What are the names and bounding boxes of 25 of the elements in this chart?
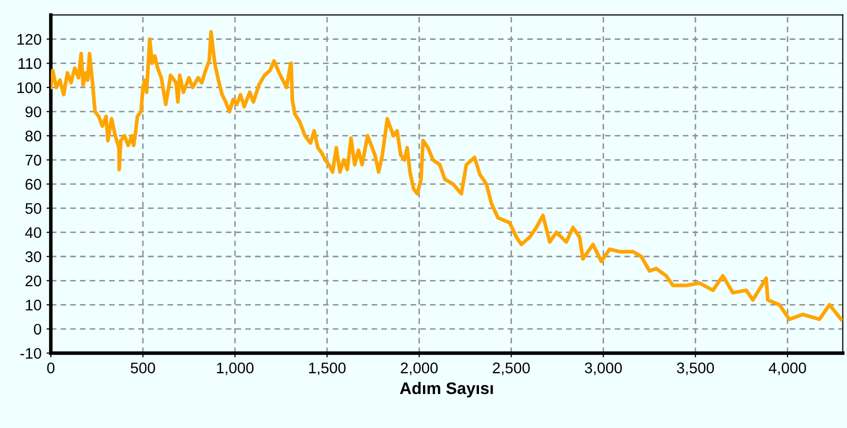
y-tick-label: -10 bbox=[20, 348, 42, 359]
y-tick-label: 80 bbox=[25, 130, 42, 142]
x-tick-label: 3,500 bbox=[676, 362, 714, 376]
y-tick-label: 120 bbox=[17, 34, 42, 45]
x-tick-label: 2,000 bbox=[400, 362, 438, 376]
x-tick-label: 4,000 bbox=[768, 362, 806, 376]
y-tick-label: 20 bbox=[26, 276, 42, 286]
y-tick-label: 100 bbox=[17, 82, 42, 94]
y-tick-label: 110 bbox=[18, 58, 42, 69]
x-tick-label: 2,500 bbox=[492, 362, 530, 376]
y-tick-label: 90 bbox=[26, 106, 42, 118]
line-series bbox=[50, 30, 843, 322]
y-tick-label: 60 bbox=[26, 178, 42, 190]
x-tick-label: 3,000 bbox=[584, 362, 622, 376]
y-tick-label: 40 bbox=[25, 227, 42, 238]
x-tick-label: 1,000 bbox=[217, 362, 254, 376]
y-tick-label: 10 bbox=[26, 300, 42, 310]
y-tick-label: 0 bbox=[34, 324, 42, 335]
y-tick-label: 50 bbox=[25, 203, 42, 214]
x-tick-label: 500 bbox=[130, 362, 156, 374]
x-tick-label: 0 bbox=[47, 362, 54, 374]
y-tick-label: 70 bbox=[26, 154, 42, 166]
x-axis-title: Adım Sayısı bbox=[400, 382, 493, 398]
y-tick-label: 30 bbox=[25, 251, 42, 262]
x-tick-label: 1,500 bbox=[309, 362, 346, 376]
